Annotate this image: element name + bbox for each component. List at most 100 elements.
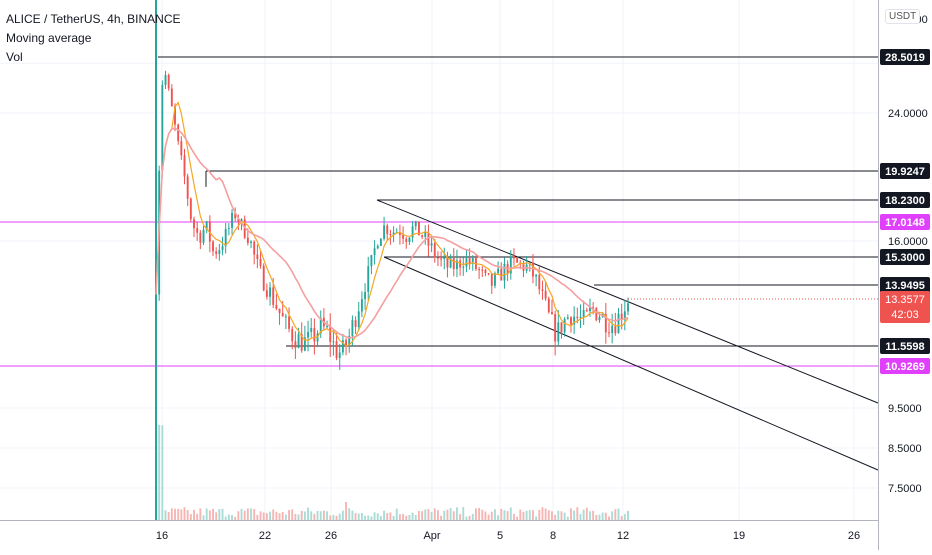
volume-bar-73 xyxy=(386,512,389,520)
candle-body-129 xyxy=(563,318,566,333)
volume-bar-32 xyxy=(256,514,259,520)
candle-body-93 xyxy=(449,258,452,268)
candle-body-88 xyxy=(433,243,436,258)
volume-bar-98 xyxy=(465,516,468,520)
level-badge-2-bg xyxy=(880,192,930,208)
volume-bar-125 xyxy=(551,511,553,520)
volume-bar-108 xyxy=(497,515,500,520)
candle-body-146 xyxy=(617,313,620,334)
chart-legend: ALICE / TetherUS, 4h, BINANCE Moving ave… xyxy=(6,10,181,67)
volume-bar-126 xyxy=(554,514,557,520)
volume-bar-94 xyxy=(452,511,455,520)
candle-body-20 xyxy=(218,249,221,255)
currency-selector[interactable]: USDT xyxy=(885,9,921,24)
candle-body-90 xyxy=(440,258,443,260)
candle-body-44 xyxy=(294,341,297,348)
volume-bar-58 xyxy=(338,513,341,520)
volume-bar-4 xyxy=(167,512,170,520)
candle-body-33 xyxy=(259,258,262,266)
candle-body-17 xyxy=(208,221,211,242)
volume-bar-16 xyxy=(205,508,208,520)
candle-body-62 xyxy=(351,320,354,337)
volume-bar-9 xyxy=(183,507,186,520)
volume-bar-148 xyxy=(623,513,626,520)
volume-bar-129 xyxy=(563,512,566,520)
volume-bar-123 xyxy=(544,508,547,520)
volume-bar-69 xyxy=(373,512,376,520)
volume-bar-8 xyxy=(180,509,183,520)
volume-bar-138 xyxy=(592,510,595,520)
y-tick-label-5: 7.5000 xyxy=(888,483,922,495)
vol-legend-label[interactable]: Vol xyxy=(6,50,23,64)
volume-bar-11 xyxy=(189,514,192,520)
volume-bar-144 xyxy=(611,511,614,520)
level-badge-1-text: 19.9247 xyxy=(885,166,925,178)
candle-body-2 xyxy=(161,85,164,171)
symbol-label[interactable]: ALICE / TetherUS, 4h, BINANCE xyxy=(6,12,181,26)
volume-bar-42 xyxy=(288,509,290,520)
level-badge-4-text: 15.3000 xyxy=(885,252,925,264)
candle-body-21 xyxy=(221,246,224,250)
ma-legend-label[interactable]: Moving average xyxy=(6,31,92,45)
level-badge-0-text: 28.5019 xyxy=(885,52,925,64)
currency-label: USDT xyxy=(889,11,917,22)
volume-bar-85 xyxy=(424,509,427,520)
candle-body-147 xyxy=(620,313,623,320)
candle-body-42 xyxy=(288,316,290,329)
last-price-text: 13.3577 xyxy=(885,294,925,306)
volume-bar-34 xyxy=(262,512,265,520)
candle-body-123 xyxy=(544,290,547,299)
candle-body-83 xyxy=(417,221,420,236)
volume-bar-128 xyxy=(560,511,563,520)
candle-body-82 xyxy=(414,221,417,227)
volume-bar-6 xyxy=(174,508,176,520)
candle-body-59 xyxy=(341,340,344,353)
candle-body-113 xyxy=(513,256,515,259)
candle-body-50 xyxy=(313,327,316,342)
volume-bar-101 xyxy=(475,508,477,520)
volume-bar-37 xyxy=(272,509,275,520)
volume-bar-47 xyxy=(303,511,306,520)
volume-bar-66 xyxy=(364,515,367,520)
volume-bar-79 xyxy=(405,515,408,520)
candle-body-13 xyxy=(196,228,199,233)
volume-bar-18 xyxy=(212,508,214,520)
volume-bar-22 xyxy=(224,516,227,520)
candle-body-94 xyxy=(452,258,455,269)
candle-body-58 xyxy=(338,352,341,359)
x-tick-label-4: 5 xyxy=(497,530,503,542)
candle-body-6 xyxy=(174,106,176,125)
price-badges: 28.5019 19.9247 18.2300 17.0148 15.3000 13.94… xyxy=(628,49,930,374)
volume-bar-27 xyxy=(240,508,243,520)
volume-bar-112 xyxy=(509,507,512,520)
volume-bar-1 xyxy=(158,424,161,520)
candle-body-18 xyxy=(212,241,214,252)
candle-body-7 xyxy=(177,124,180,142)
volume-bar-51 xyxy=(316,510,319,520)
candle-body-138 xyxy=(592,307,595,309)
candle-body-144 xyxy=(611,325,614,334)
volume-bar-54 xyxy=(326,511,329,520)
volume-bar-25 xyxy=(234,516,237,520)
volume-bar-64 xyxy=(357,513,360,520)
candle-body-67 xyxy=(367,266,370,293)
volume-bar-26 xyxy=(237,511,240,520)
volume-bar-88 xyxy=(433,508,436,520)
level-badge-7-bg xyxy=(880,358,930,374)
volume-bar-14 xyxy=(199,508,202,520)
candle-body-114 xyxy=(516,258,519,263)
volume-bar-118 xyxy=(528,510,531,520)
candle-body-104 xyxy=(484,269,487,274)
y-tick-label-3: 9.5000 xyxy=(888,403,922,415)
horizontal-levels[interactable] xyxy=(0,56,878,367)
candle-body-78 xyxy=(402,234,405,239)
candle-body-79 xyxy=(405,238,408,242)
volume-bar-46 xyxy=(300,510,303,520)
volume-bar-78 xyxy=(402,513,405,520)
volume-bar-13 xyxy=(196,513,199,520)
volume-bar-50 xyxy=(313,513,316,520)
candle-body-26 xyxy=(237,218,240,223)
